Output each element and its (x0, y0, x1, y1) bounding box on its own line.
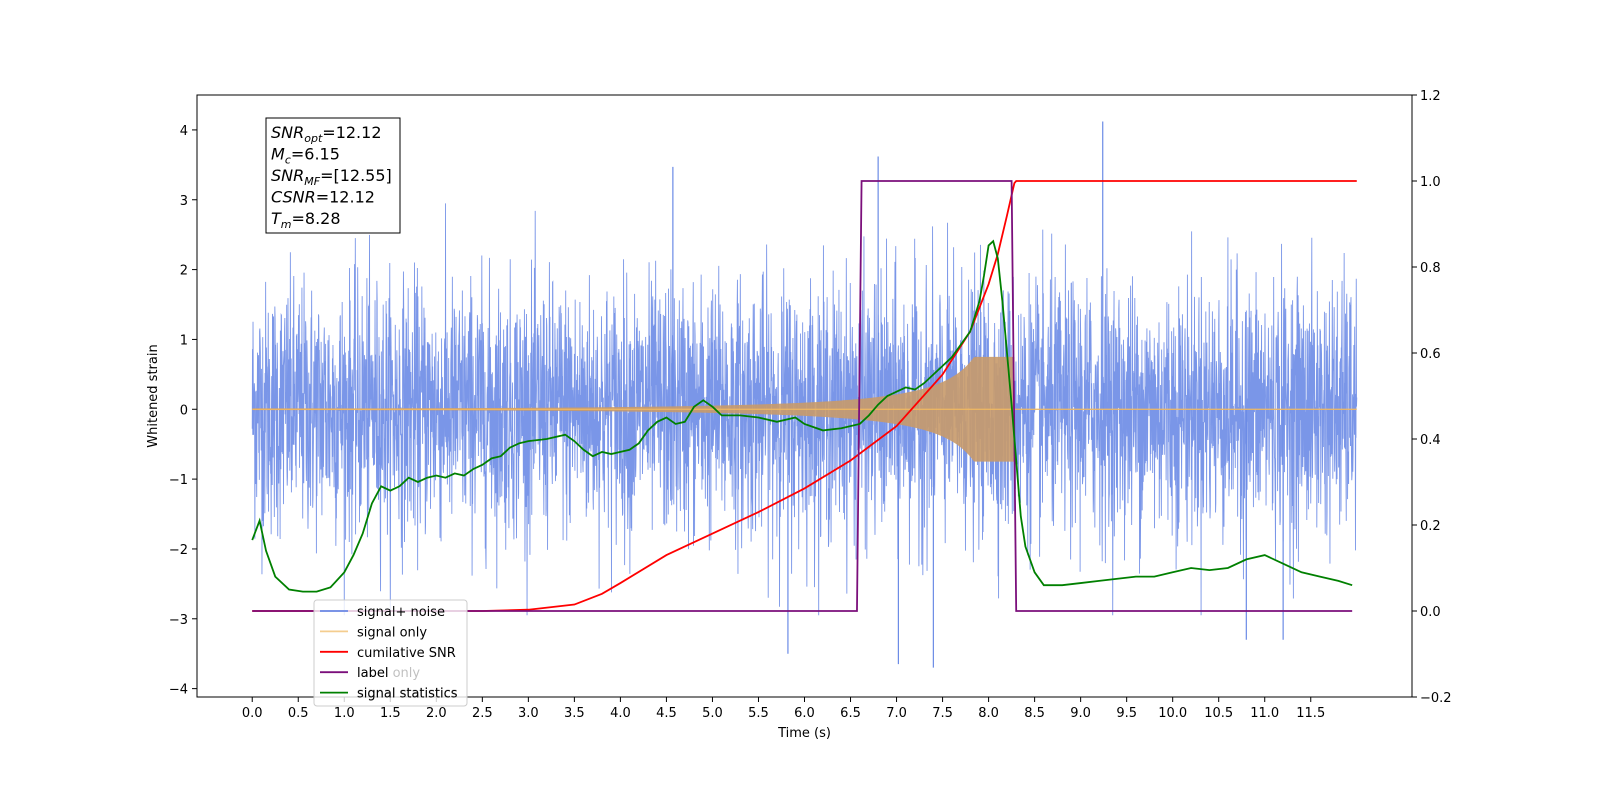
x-tick-label: 3.5 (564, 706, 585, 721)
x-tick-label: 11.0 (1250, 706, 1279, 721)
y-right-tick-label: 0.8 (1420, 261, 1441, 276)
x-tick-label: 7.0 (886, 706, 907, 721)
x-tick-label: 11.5 (1296, 706, 1325, 721)
series-signal-noise-line (251, 203, 1358, 616)
legend-entry: cumilative SNR (357, 646, 456, 661)
annotation-line: SNRMF=[12.55] (271, 166, 392, 188)
x-tick-label: 0.5 (288, 706, 309, 721)
legend-frame (313, 599, 468, 707)
x-tick-label: 10.5 (1204, 706, 1233, 721)
x-tick-label: 8.5 (1024, 706, 1045, 721)
annotation-line: CSNR=12.12 (271, 188, 375, 207)
y-tick-label: 1 (180, 333, 188, 348)
x-tick-label: 5.0 (702, 706, 723, 721)
x-tick-label: 9.0 (1070, 706, 1091, 721)
plot-area (251, 121, 1358, 668)
y-tick-label: 3 (180, 194, 188, 209)
x-axis-label: Time (s) (777, 726, 831, 741)
annotation-line: SNRopt=12.12 (271, 123, 382, 145)
legend-hidden-text: label only (357, 666, 420, 681)
annotation-box: SNRopt=12.12Mc=6.15SNRMF=[12.55]CSNR=12.… (265, 117, 401, 234)
y-tick-label: 0 (180, 403, 188, 418)
series-cumilative-snr-line (252, 180, 1357, 612)
x-tick-label: 2.5 (472, 706, 493, 721)
legend-entry: signal+ noise (357, 605, 445, 620)
series-signal-statistics-line (251, 239, 1353, 593)
y-right-tick-label: 0.2 (1420, 519, 1441, 534)
x-tick-label: 0.0 (242, 706, 263, 721)
legend-entry: label (357, 666, 388, 681)
legend-hidden-text: signal statistics (357, 686, 458, 701)
x-tick-label: 5.5 (748, 706, 769, 721)
legend-entry: signal only (357, 625, 427, 640)
x-tick-label: 4.0 (610, 706, 631, 721)
x-tick-label: 6.0 (794, 706, 815, 721)
y-right-tick-label: 1.0 (1420, 175, 1441, 190)
x-tick-label: 1.0 (334, 706, 355, 721)
legend: label only signal statistics signal+ noise… (313, 599, 468, 707)
y-right-tick-label: 0.6 (1420, 347, 1441, 362)
x-tick-label: 9.5 (1116, 706, 1137, 721)
legend-entry: signal statistics (357, 687, 458, 702)
x-tick-label: 3.0 (518, 706, 539, 721)
x-tick-label: 7.5 (932, 706, 953, 721)
x-tick-label: 4.5 (656, 706, 677, 721)
x-tick-label: 10.0 (1158, 706, 1187, 721)
axes: 0.0 0.5 1.0 1.5 2.0 2.5 3.0 3.5 4.0 4.5 5.0 5.5 6.0 6… (169, 89, 1452, 721)
y-tick-label: −1 (169, 473, 188, 488)
annotation-frame (265, 117, 401, 234)
y-tick-label: 4 (180, 124, 188, 139)
y-right-tick-label: 0.0 (1420, 605, 1441, 620)
y-tick-label: −4 (169, 683, 188, 698)
y-axis-label: Whitened strain (146, 344, 161, 447)
y-tick-label: −2 (169, 543, 188, 558)
series-label-line (252, 180, 1353, 612)
x-tick-label: 1.5 (380, 706, 401, 721)
annotation-line: Tm=8.28 (271, 209, 341, 231)
y-tick-label: 2 (180, 264, 188, 279)
x-tick-label: 8.0 (978, 706, 999, 721)
y-right-tick-label: −0.2 (1420, 691, 1452, 706)
y-right-tick-label: 0.4 (1420, 433, 1441, 448)
x-tick-label: 2.0 (426, 706, 447, 721)
x-tick-label: 6.5 (840, 706, 861, 721)
y-right-tick-label: 1.2 (1420, 89, 1441, 104)
y-tick-label: −3 (169, 613, 188, 628)
annotation-line: Mc=6.15 (271, 145, 340, 167)
